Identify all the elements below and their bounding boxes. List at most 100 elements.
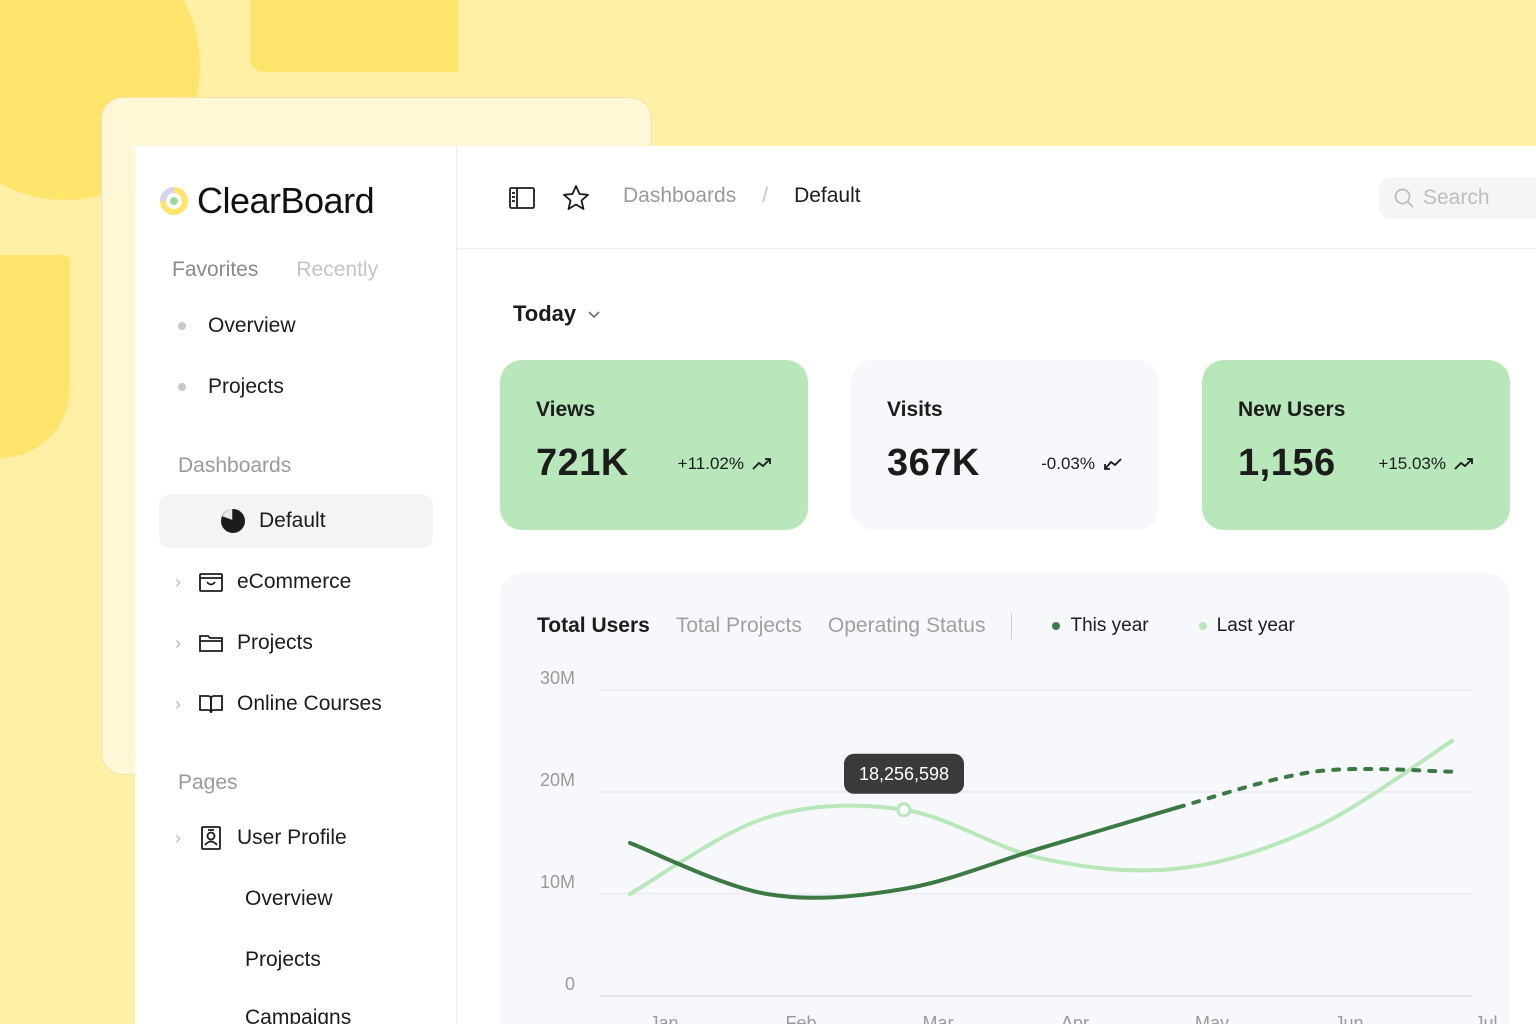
sidebar-subitem-campaigns[interactable]: Campaigns xyxy=(245,1006,352,1024)
y-tick-label: 10M xyxy=(540,872,575,892)
chevron-right-icon: › xyxy=(175,571,181,592)
legend-label: Last year xyxy=(1216,615,1295,636)
bullet-icon xyxy=(178,322,186,330)
stat-card-visits: Visits 367K -0.03% xyxy=(851,360,1159,530)
x-tick-label: May xyxy=(1195,1013,1229,1024)
breadcrumb-dashboards[interactable]: Dashboards xyxy=(623,184,737,207)
chevron-right-icon: › xyxy=(175,827,181,848)
sidebar-toggle-icon[interactable] xyxy=(508,184,536,212)
stat-card-views: Views 721K +11.02% xyxy=(500,360,808,530)
chevron-down-icon xyxy=(588,311,600,319)
legend-label: This year xyxy=(1070,615,1149,636)
stat-change-value: +11.02% xyxy=(677,453,744,473)
app-name: ClearBoard xyxy=(197,180,375,221)
sidebar-item-label: Projects xyxy=(237,631,313,654)
decorative-shape xyxy=(0,255,70,458)
x-tick-label: Apr xyxy=(1061,1013,1089,1024)
stat-change-value: -0.03% xyxy=(1041,453,1095,473)
sidebar-item-label: User Profile xyxy=(237,826,347,849)
sidebar-item-label: Default xyxy=(259,509,326,532)
search-icon xyxy=(1394,188,1414,208)
star-icon[interactable] xyxy=(562,184,590,212)
stat-change-value: +15.03% xyxy=(1378,453,1446,473)
stat-value: 367K xyxy=(887,442,980,484)
breadcrumb: Dashboards / Default xyxy=(623,184,861,208)
x-tick-label: Jun xyxy=(1334,1013,1363,1024)
sidebar: ClearBoard Favorites Recently Overview P… xyxy=(135,146,457,1024)
bullet-icon xyxy=(178,383,186,391)
sidebar-item-label: eCommerce xyxy=(237,570,352,593)
chart-card: 0 10M 20M 30M Jan Feb Mar Apr May Jun Jul 18,256,59… xyxy=(500,573,1510,1024)
favorite-item-overview[interactable]: Overview xyxy=(178,314,296,338)
x-tick-label: Jan xyxy=(649,1013,678,1024)
sidebar-item-default[interactable]: Default xyxy=(159,494,433,548)
sidebar-item-online-courses[interactable]: › Online Courses xyxy=(159,677,433,731)
stat-label: Views xyxy=(536,398,596,421)
tab-recently[interactable]: Recently xyxy=(296,258,379,281)
stat-value: 721K xyxy=(536,442,629,484)
x-tick-label: Feb xyxy=(785,1013,816,1024)
period-select[interactable]: Today xyxy=(513,301,602,327)
series-line-this-year xyxy=(628,805,1180,900)
stat-change: +11.02% xyxy=(678,454,772,474)
search-input[interactable]: Search xyxy=(1379,177,1536,219)
folder-icon xyxy=(197,629,225,657)
tab-total-users[interactable]: Total Users xyxy=(537,614,650,637)
legend-this-year: This year xyxy=(1052,615,1149,637)
x-tick-label: Mar xyxy=(923,1013,954,1024)
trend-up-icon xyxy=(752,457,771,470)
trend-down-icon xyxy=(1104,457,1122,470)
book-open-icon xyxy=(197,690,225,718)
sidebar-item-user-profile[interactable]: › User Profile xyxy=(159,811,433,865)
stat-change: -0.03% xyxy=(1041,454,1123,474)
decorative-shape xyxy=(250,0,458,72)
stat-value: 1,156 xyxy=(1238,442,1336,484)
tab-operating-status[interactable]: Operating Status xyxy=(827,614,986,637)
legend-last-year: Last year xyxy=(1198,615,1295,637)
tab-favorites[interactable]: Favorites xyxy=(172,258,259,281)
chevron-right-icon: › xyxy=(175,632,181,653)
chevron-right-icon: › xyxy=(175,693,181,714)
sidebar-item-ecommerce[interactable]: › eCommerce xyxy=(159,555,433,609)
x-tick-label: Jul xyxy=(1474,1013,1497,1024)
breadcrumb-default: Default xyxy=(794,184,861,207)
section-label-dashboards: Dashboards xyxy=(178,454,292,477)
legend-dot xyxy=(1052,622,1061,630)
id-badge-icon xyxy=(197,824,225,852)
favorite-item-projects[interactable]: Projects xyxy=(178,375,284,399)
period-label: Today xyxy=(513,301,577,326)
y-tick-label: 20M xyxy=(540,770,575,790)
tooltip-label: 18,256,598 xyxy=(859,764,949,784)
main-content: Today Views 721K +11.02% Visits 367K -0.… xyxy=(457,249,1536,1024)
dashboard-window: ClearBoard Favorites Recently Overview P… xyxy=(135,146,1536,1024)
sidebar-tabs: Favorites Recently xyxy=(172,258,378,282)
favorite-label: Overview xyxy=(208,314,296,337)
tooltip-point xyxy=(896,802,912,818)
chart-tabs: Total Users Total Projects Operating Sta… xyxy=(537,613,1345,639)
y-tick-label: 0 xyxy=(565,974,575,994)
line-chart: 0 10M 20M 30M Jan Feb Mar Apr May Jun Jul 18,256,59… xyxy=(540,668,1498,1024)
stat-card-new-users: New Users 1,156 +15.03% xyxy=(1202,360,1510,530)
stat-change: +15.03% xyxy=(1378,454,1474,474)
stat-label: New Users xyxy=(1238,398,1346,421)
series-line-this-year-forecast xyxy=(1176,766,1454,810)
sidebar-subitem-overview[interactable]: Overview xyxy=(245,887,333,910)
favorite-label: Projects xyxy=(208,375,284,398)
legend-dot xyxy=(1198,622,1207,630)
logo[interactable]: ClearBoard xyxy=(159,180,375,222)
pie-chart-icon xyxy=(219,507,247,535)
section-label-pages: Pages xyxy=(178,771,238,794)
shopping-bag-icon xyxy=(197,568,225,596)
sidebar-item-projects[interactable]: › Projects xyxy=(159,616,433,670)
sidebar-item-label: Online Courses xyxy=(237,692,382,715)
tab-total-projects[interactable]: Total Projects xyxy=(675,614,802,637)
tooltip-box xyxy=(844,753,964,794)
sidebar-subitem-projects[interactable]: Projects xyxy=(245,948,321,971)
stat-label: Visits xyxy=(887,398,943,421)
divider xyxy=(1011,613,1013,639)
trend-up-icon xyxy=(1454,457,1473,470)
y-tick-label: 30M xyxy=(540,668,575,688)
search-placeholder: Search xyxy=(1423,186,1490,209)
topbar: Dashboards / Default Search xyxy=(457,146,1536,249)
series-line-last-year xyxy=(628,739,1454,896)
